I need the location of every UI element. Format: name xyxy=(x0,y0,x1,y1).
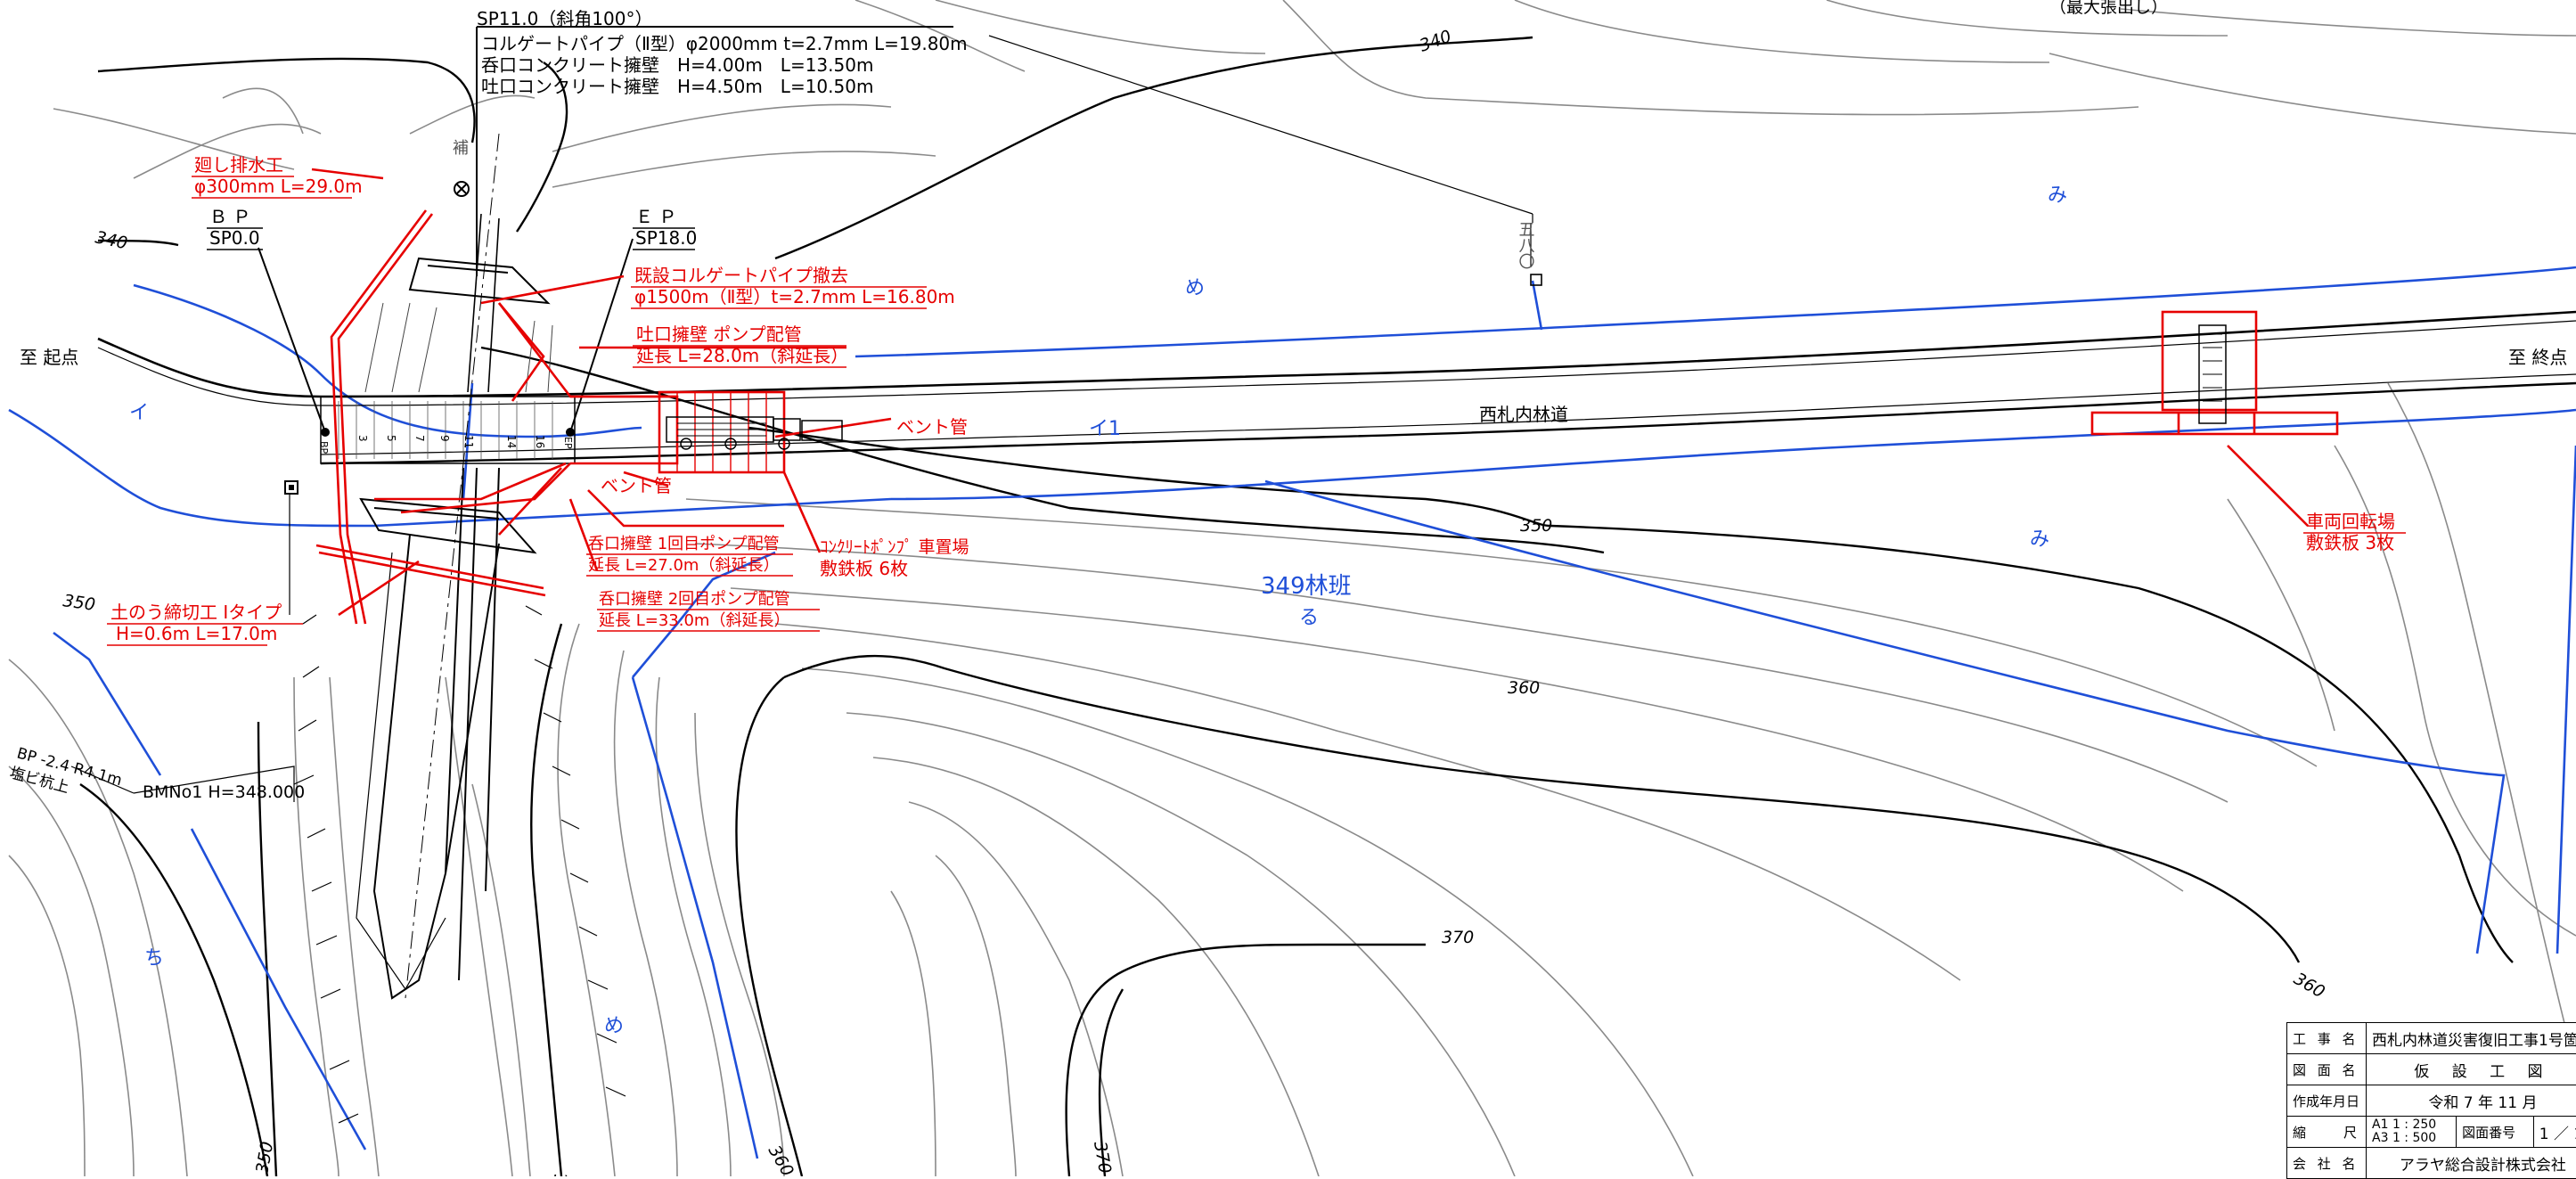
zone-label: イ1 xyxy=(1089,418,1121,440)
title-block-row: 工 事 名 西札内林道災害復旧工事1号箇所 xyxy=(2287,1023,2576,1054)
ep-tag: EP xyxy=(562,437,574,449)
turnaround-title: 車両回転場 xyxy=(2306,511,2395,532)
zone-label: ち xyxy=(144,947,164,970)
hokan-label: 補 xyxy=(453,139,469,158)
contour-label: 360 xyxy=(1508,678,1540,698)
sp-mark: 5 xyxy=(385,435,397,442)
inlet-pump-2-title: 呑口擁壁 2回目ポンプ配管 xyxy=(599,590,790,609)
drawing-name: 仮 設 工 図 xyxy=(2367,1054,2576,1085)
to-end: 至 終点 xyxy=(2508,347,2567,368)
sp-mark: 14 xyxy=(505,435,518,448)
road-name: 西札内林道 xyxy=(1479,404,1568,425)
inlet-pump-2-spec: 延長 L=33.0m（斜延長） xyxy=(599,611,789,630)
scale-a1: A1 1 : 250 xyxy=(2372,1118,2450,1132)
title-block-row: 縮 尺 A1 1 : 250 A3 1 : 500 図面番号 1 ／ 1 xyxy=(2287,1117,2576,1148)
drawing-no-value: 1 ／ 1 xyxy=(2533,1117,2576,1148)
title-block-row: 会 社 名 アラヤ総合設計株式会社 xyxy=(2287,1148,2576,1179)
title-block: 工 事 名 西札内林道災害復旧工事1号箇所 図 面 名 仮 設 工 図 作成年月… xyxy=(2286,1022,2576,1179)
contour-label: 350 xyxy=(550,1172,575,1176)
outlet-pump-title: 吐口擁壁 ポンプ配管 xyxy=(636,323,802,345)
sp-mark: 11 xyxy=(462,435,475,448)
contour-label: 360 xyxy=(2291,969,2328,1002)
contour-label: 370 xyxy=(1442,928,1474,947)
concrete-pump-title: ｺﾝｸﾘｰﾄﾎﾟﾝﾌﾟ 車置場 xyxy=(820,537,969,557)
forest-block-label: 349林班 xyxy=(1261,573,1352,600)
concrete-pump-spec: 敷鉄板 6枚 xyxy=(820,558,908,579)
sandbag-title: 土のう締切工 Ⅰタイプ xyxy=(110,602,282,623)
contour-label: 360 xyxy=(765,1142,797,1177)
existing-pipe-title: 既設コルゲートパイプ撤去 xyxy=(634,265,848,286)
contour-label: 350 xyxy=(252,1140,277,1175)
contour-label: 350 xyxy=(61,591,96,615)
drawing-key: 図 面 名 xyxy=(2287,1054,2367,1085)
sp-mark: 7 xyxy=(413,435,426,442)
existing-pipe-spec: φ1500m（Ⅱ型）t=2.7mm L=16.80m xyxy=(634,286,955,307)
date-key: 作成年月日 xyxy=(2287,1085,2367,1117)
outlet-pump-spec: 延長 L=28.0m（斜延長） xyxy=(636,345,848,366)
contour-label: 350 xyxy=(1520,516,1552,536)
title-block-row: 図 面 名 仮 設 工 図 xyxy=(2287,1054,2576,1085)
sandbag-spec: H=0.6m L=17.0m xyxy=(116,623,277,644)
scale-key: 縮 尺 xyxy=(2287,1117,2367,1148)
inlet-pump-1-spec: 延長 L=27.0m（斜延長） xyxy=(588,556,779,575)
culvert-inlet: 呑口コンクリート擁壁 H=4.00m L=13.50m xyxy=(481,54,873,76)
bp-point xyxy=(321,428,330,437)
project-name: 西札内林道災害復旧工事1号箇所 xyxy=(2367,1023,2576,1054)
bm-label: BMNo1 H=348.000 xyxy=(143,782,305,802)
detour-drain-spec: φ300mm L=29.0m xyxy=(194,176,363,197)
zone-label: み xyxy=(2030,528,2049,551)
ep-point xyxy=(566,428,575,437)
date-value: 令和 7 年 11 月 xyxy=(2367,1085,2576,1117)
bp-title: Ｂ Ｐ xyxy=(209,206,250,227)
scale-value: A1 1 : 250 A3 1 : 500 xyxy=(2367,1117,2457,1148)
zone-label: め xyxy=(604,1015,624,1037)
turnaround-truck-icon xyxy=(2199,325,2226,423)
contour-label: 340 xyxy=(94,227,129,253)
bp-sp: SP0.0 xyxy=(209,227,260,249)
drawing-no-key: 図面番号 xyxy=(2457,1117,2534,1148)
zone-labels: イ イ1 め み み る ち め 349林班 xyxy=(129,184,2067,1037)
ep-sp: SP18.0 xyxy=(635,227,697,249)
bp-tag: BP xyxy=(318,441,330,454)
contour-labels: 340 340 350 350 360 360 370 350 350 360 … xyxy=(61,27,2328,1176)
ep-title: Ｅ Ｐ xyxy=(635,206,676,227)
contour-label: 340 xyxy=(1417,27,1454,56)
title-block-row: 作成年月日 令和 7 年 11 月 xyxy=(2287,1085,2576,1117)
zone-label: め xyxy=(1185,277,1205,299)
culvert-outlet: 吐口コンクリート擁壁 H=4.50m L=10.50m xyxy=(481,76,873,97)
from-start: 至 起点 xyxy=(20,347,78,368)
vent-pipe-2: ベント管 xyxy=(601,475,672,496)
culvert-pipe: コルゲートパイプ（Ⅱ型）φ2000mm t=2.7mm L=19.80m xyxy=(481,33,968,54)
detour-drain-title: 廻し排水工 xyxy=(194,154,283,176)
culvert-sp: SP11.0（斜角100°） xyxy=(477,8,652,29)
sp-mark: 16 xyxy=(534,435,546,448)
scale-a3: A3 1 : 500 xyxy=(2372,1132,2450,1145)
sheet-note: （最大張出し） xyxy=(2049,0,2168,17)
zone-label: イ xyxy=(129,402,149,424)
vent-pipe-1: ベント管 xyxy=(896,416,968,438)
project-key: 工 事 名 xyxy=(2287,1023,2367,1054)
stake-chars: 五八〇 xyxy=(1517,221,1535,269)
zone-label: み xyxy=(2048,184,2067,207)
zone-label: る xyxy=(1299,607,1319,629)
inlet-pump-1-title: 呑口擁壁 1回目ポンプ配管 xyxy=(588,535,780,553)
contour-label: 370 xyxy=(1090,1140,1115,1175)
company-name: アラヤ総合設計株式会社 xyxy=(2367,1148,2576,1179)
company-key: 会 社 名 xyxy=(2287,1148,2367,1179)
sp-mark: 3 xyxy=(356,435,369,442)
sp-mark: 9 xyxy=(438,435,451,442)
index-contours xyxy=(80,37,2513,1176)
turnaround-spec: 敷鉄板 3枚 xyxy=(2306,532,2394,553)
